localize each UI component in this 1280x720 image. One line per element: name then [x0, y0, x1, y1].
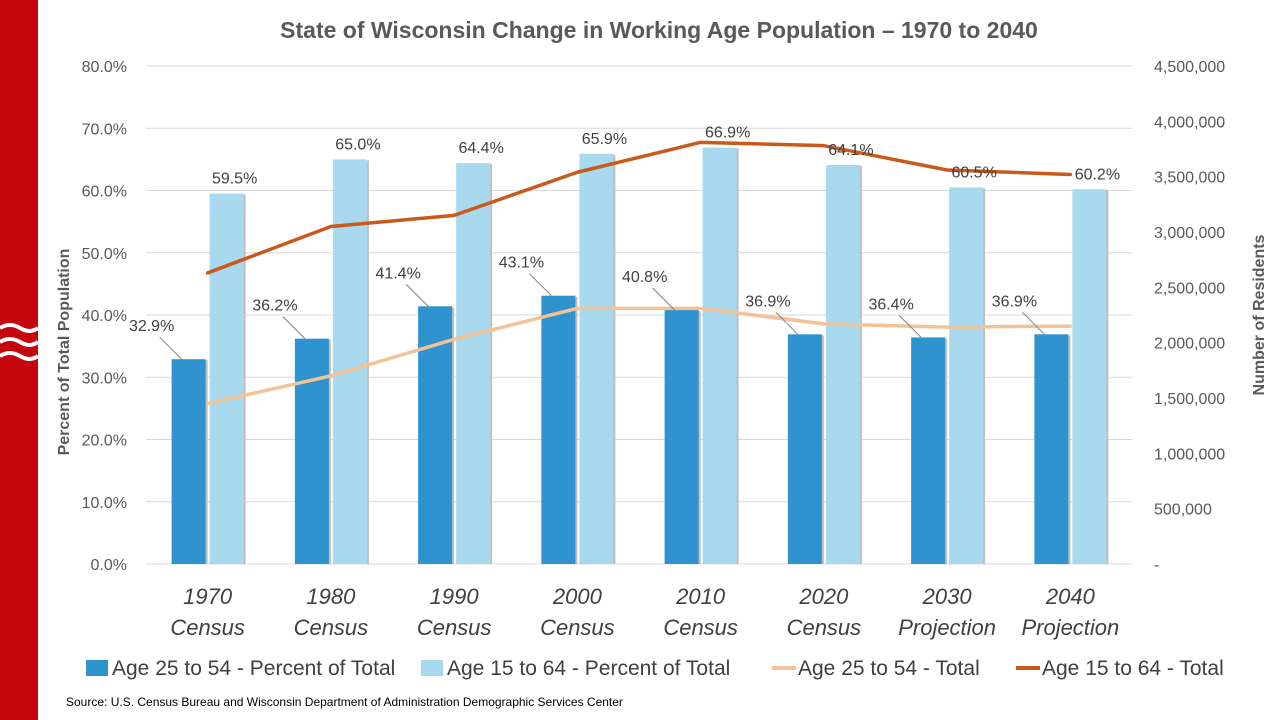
data-label-age-25-54-percent: 36.9%: [745, 293, 790, 310]
x-tick-label-type: Census: [663, 615, 738, 640]
data-label-age-25-54-percent: 32.9%: [129, 318, 174, 335]
leader-line: [898, 315, 922, 338]
wave-logo-icon: [0, 323, 38, 361]
x-tick-label-type: Census: [294, 615, 369, 640]
legend-swatch: [421, 660, 443, 676]
chart-title: State of Wisconsin Change in Working Age…: [280, 17, 1038, 43]
legend-swatch: [86, 660, 108, 676]
y-tick-label: 80.0%: [82, 59, 127, 76]
data-label-age-25-54-percent: 36.4%: [868, 296, 913, 313]
bar-age-15-64-percent: [332, 159, 367, 564]
bars: [171, 147, 1109, 565]
leader-line: [159, 336, 182, 360]
bar-age-15-64-percent: [702, 147, 737, 565]
x-tick-label-year: 2000: [552, 584, 603, 609]
x-tick-label-type: Census: [417, 615, 492, 640]
x-tick-label-type: Projection: [1021, 615, 1119, 640]
leader-line: [405, 283, 429, 307]
y-tick-label: 20.0%: [82, 433, 127, 450]
legend-label: Age 15 to 64 - Total: [1042, 657, 1224, 680]
bar-age-15-64-percent: [209, 193, 244, 565]
y2-tick-label: 1,500,000: [1154, 391, 1225, 408]
data-label-age-15-64-percent: 64.1%: [828, 142, 873, 159]
axes: 0.0% 10.0% 20.0% 30.0% 40.0% 50.0% 60.0% 70.0% 8…: [82, 59, 1226, 640]
y2-tick-label: 4,000,000: [1154, 114, 1225, 131]
bar-age-15-64-percent: [579, 153, 614, 564]
legend: Age 25 to 54 - Percent of Total Age 15 to…: [86, 657, 1224, 680]
data-label-age-25-54-percent: 36.9%: [992, 293, 1037, 310]
y-axis-title: Percent of Total Population: [56, 249, 73, 456]
leader-line: [652, 287, 675, 311]
y-tick-label: 30.0%: [82, 370, 127, 387]
legend-label: Age 15 to 64 - Percent of Total: [447, 657, 730, 680]
data-label-age-25-54-percent: 43.1%: [499, 255, 544, 272]
bar-age-15-64-percent: [456, 163, 491, 565]
data-label-age-25-54-percent: 36.2%: [252, 298, 297, 315]
line-age-25-54-total: [205, 306, 1073, 406]
bar-age-15-64-percent: [949, 187, 984, 564]
bar-age-25-54-percent: [541, 295, 576, 564]
x-tick-label-year: 2010: [675, 584, 726, 609]
y2-tick-label: 1,000,000: [1154, 446, 1225, 463]
x-tick-label-type: Census: [540, 615, 615, 640]
bar-age-25-54-percent: [171, 359, 206, 564]
y2-tick-label: -: [1154, 557, 1159, 574]
data-label-age-15-64-percent: 64.4%: [458, 140, 503, 157]
y2-tick-label: 4,500,000: [1154, 59, 1225, 76]
bar-age-15-64-percent: [1072, 189, 1107, 564]
y-tick-label: 50.0%: [82, 246, 127, 263]
source-note: Source: U.S. Census Bureau and Wisconsin…: [66, 695, 623, 709]
y-tick-label: 40.0%: [82, 308, 127, 325]
y-tick-label: 70.0%: [82, 121, 127, 138]
x-tick-label-year: 1970: [183, 584, 233, 609]
x-tick-label-type: Projection: [898, 615, 996, 640]
data-label-age-25-54-percent: 41.4%: [375, 265, 420, 282]
y2-tick-label: 500,000: [1154, 502, 1212, 519]
legend-label: Age 25 to 54 - Total: [798, 657, 980, 680]
data-label-age-15-64-percent: 65.0%: [335, 136, 380, 153]
x-tick-label-year: 1980: [306, 584, 356, 609]
bar-age-25-54-percent: [294, 338, 329, 564]
bar-age-25-54-percent: [787, 334, 822, 564]
data-label-age-15-64-percent: 60.2%: [1075, 166, 1120, 183]
data-label-age-15-64-percent: 65.9%: [582, 131, 627, 148]
x-tick-label-year: 1990: [430, 584, 480, 609]
bar-age-25-54-percent: [911, 337, 946, 564]
leader-line: [282, 316, 306, 340]
bar-age-15-64-percent: [825, 164, 860, 565]
x-tick-label-year: 2020: [798, 584, 849, 609]
bar-age-25-54-percent: [664, 310, 699, 564]
x-tick-label-type: Census: [170, 615, 245, 640]
x-tick-label-year: 2040: [1045, 584, 1096, 609]
leader-line: [775, 311, 799, 335]
x-tick-label-year: 2030: [922, 584, 973, 609]
data-label-age-15-64-percent: 59.5%: [212, 171, 257, 188]
legend-label: Age 25 to 54 - Percent of Total: [112, 657, 395, 680]
lines: [205, 140, 1073, 406]
y-tick-label: 60.0%: [82, 184, 127, 201]
data-label-age-15-64-percent: 60.5%: [951, 164, 996, 181]
y2-tick-label: 3,500,000: [1154, 170, 1225, 187]
bar-age-25-54-percent: [1034, 334, 1069, 564]
y2-tick-label: 2,000,000: [1154, 336, 1225, 353]
y-tick-label: 10.0%: [82, 495, 127, 512]
data-label-age-15-64-percent: 66.9%: [705, 125, 750, 142]
line-age-15-64-total: [205, 140, 1073, 275]
x-tick-label-type: Census: [787, 615, 862, 640]
y2-tick-label: 3,000,000: [1154, 225, 1225, 242]
y2-axis-title: Number of Residents: [1251, 234, 1268, 395]
leader-line: [529, 273, 552, 297]
y2-tick-label: 2,500,000: [1154, 280, 1225, 297]
data-label-age-25-54-percent: 40.8%: [622, 269, 667, 286]
leader-line: [1022, 311, 1045, 335]
data-labels: 59.5% 32.9% 65.0% 36.2% 64.4% 41.4% 65.9% 43.1%…: [129, 125, 1120, 360]
y-tick-label: 0.0%: [91, 557, 127, 574]
